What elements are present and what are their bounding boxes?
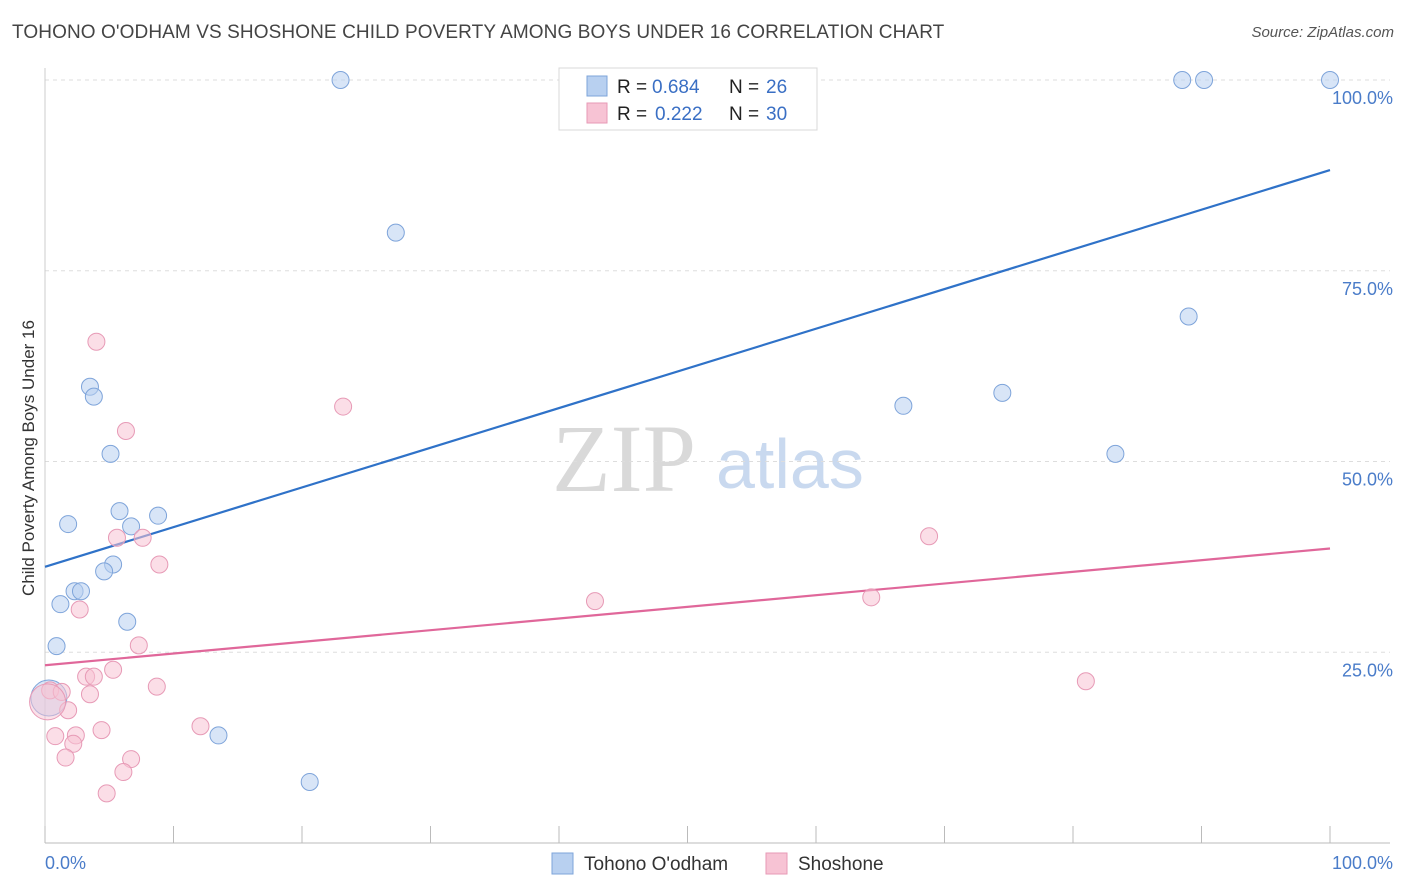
point-tohono [95, 562, 114, 581]
y-axis-label: Child Poverty Among Boys Under 16 [19, 320, 38, 596]
point-tohono [118, 612, 137, 631]
data-points [29, 71, 1339, 803]
point-tohono [149, 506, 168, 525]
point-tohono [59, 515, 78, 534]
point-shoshone [56, 748, 75, 767]
legend-n-value-2: 30 [766, 104, 787, 125]
chart-title: TOHONO O'ODHAM VS SHOSHONE CHILD POVERTY… [12, 22, 945, 43]
point-tohono [47, 637, 66, 656]
legend-swatch-tohono [586, 75, 608, 97]
point-tohono [51, 595, 70, 614]
point-tohono [386, 223, 405, 242]
point-tohono [110, 502, 129, 521]
bottom-legend-label-tohono: Tohono O'odham [584, 854, 728, 875]
x-tick-labels: 0.0% 100.0% [45, 853, 1393, 873]
trend-line-tohono [44, 168, 1331, 568]
legend-r-label-1: R = [617, 77, 647, 98]
legend-r-value-1: 0.684 [652, 77, 700, 98]
point-shoshone [147, 677, 166, 696]
point-shoshone [29, 683, 67, 721]
point-shoshone [97, 784, 116, 803]
point-tohono [122, 517, 141, 536]
point-shoshone [87, 332, 106, 351]
y-tick-label: 25.0% [1342, 660, 1393, 680]
point-shoshone [920, 527, 939, 546]
point-shoshone [80, 685, 99, 704]
bottom-legend-swatch-tohono [551, 852, 574, 875]
point-shoshone [334, 397, 353, 416]
point-tohono [1321, 71, 1339, 89]
legend-n-label-1: N = [729, 77, 759, 98]
point-shoshone [107, 528, 126, 547]
legend-swatch-shoshone [586, 102, 608, 124]
bottom-legend: Tohono O'odham Shoshone [551, 852, 884, 875]
point-shoshone [46, 727, 65, 746]
legend-r-value-2: 0.222 [655, 104, 703, 125]
legend-box: R = 0.684 N = 26 R = 0.222 N = 30 [558, 67, 818, 131]
point-shoshone [70, 600, 89, 619]
point-tohono [1106, 444, 1125, 463]
point-shoshone [84, 667, 103, 686]
point-shoshone [1076, 672, 1095, 691]
x-tick-label: 100.0% [1332, 853, 1393, 873]
y-tick-label: 100.0% [1332, 88, 1393, 108]
point-tohono [209, 726, 228, 745]
legend-r-label-2: R = [617, 104, 647, 125]
point-shoshone [862, 588, 881, 607]
point-tohono [84, 387, 103, 406]
point-tohono [1179, 307, 1198, 326]
y-tick-label: 75.0% [1342, 279, 1393, 299]
point-shoshone [191, 717, 210, 736]
point-tohono [894, 396, 913, 415]
watermark-atlas: atlas [716, 425, 864, 503]
point-shoshone [585, 592, 604, 611]
watermark-zip: ZIP [552, 405, 696, 512]
bottom-legend-swatch-shoshone [765, 852, 788, 875]
point-shoshone [133, 528, 152, 547]
y-tick-label: 50.0% [1342, 470, 1393, 490]
point-tohono [331, 71, 350, 89]
y-tick-labels: 25.0% 50.0% 75.0% 100.0% [1332, 88, 1393, 680]
point-tohono [1195, 71, 1214, 89]
point-tohono [1173, 71, 1192, 89]
point-shoshone [104, 660, 123, 679]
legend-n-value-1: 26 [766, 77, 787, 98]
point-tohono [300, 772, 319, 791]
trend-line-shoshone [44, 547, 1331, 667]
point-shoshone [64, 734, 83, 753]
point-shoshone [114, 763, 133, 782]
point-tohono [101, 444, 120, 463]
bottom-legend-label-shoshone: Shoshone [798, 854, 884, 875]
point-shoshone [129, 636, 148, 655]
point-shoshone [150, 555, 169, 574]
trend-lines [44, 168, 1331, 667]
gridlines [45, 79, 1390, 653]
point-tohono [71, 582, 90, 601]
point-shoshone [92, 721, 111, 740]
point-shoshone [116, 421, 135, 440]
x-tick-label: 0.0% [45, 853, 86, 873]
legend-n-label-2: N = [729, 104, 759, 125]
source-label: Source: ZipAtlas.com [1251, 24, 1394, 41]
point-tohono [993, 383, 1012, 402]
